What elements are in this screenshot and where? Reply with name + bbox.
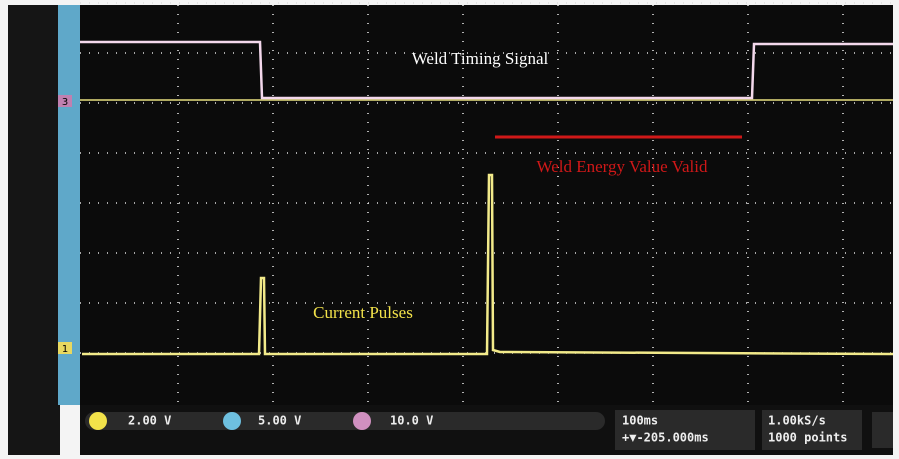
- record-length: 1000 points: [768, 431, 847, 445]
- timebase-box: [615, 410, 755, 450]
- ch1-scale: 2.00 V: [128, 414, 171, 428]
- side-strip: [58, 5, 82, 405]
- acq-box: [762, 410, 862, 450]
- ch3-icon: [353, 412, 371, 430]
- timing-trace: [80, 40, 893, 100]
- ch2-icon: [223, 412, 241, 430]
- annotation: Current Pulses: [313, 303, 413, 322]
- ch3-marker: [58, 95, 72, 107]
- timebase: 100ms: [622, 414, 658, 428]
- bezel: [8, 5, 60, 455]
- current-trace: [82, 173, 894, 356]
- ch1-marker-label: 1: [62, 344, 68, 355]
- channel-readout: [85, 412, 605, 430]
- annotation: Weld Timing Signal: [412, 49, 549, 68]
- annotation: Weld Energy Value Valid: [537, 157, 708, 176]
- grid: [80, 2, 893, 405]
- ch3-marker-label: 3: [62, 97, 68, 108]
- side-box: [872, 412, 893, 448]
- ch1-marker: [58, 342, 72, 354]
- position: +▼-205.000ms: [622, 431, 709, 445]
- ch2-scale: 5.00 V: [258, 414, 301, 428]
- ch3-scale: 10.0 V: [390, 414, 433, 428]
- sample-rate: 1.00kS/s: [768, 414, 826, 428]
- ch1-icon: [89, 412, 107, 430]
